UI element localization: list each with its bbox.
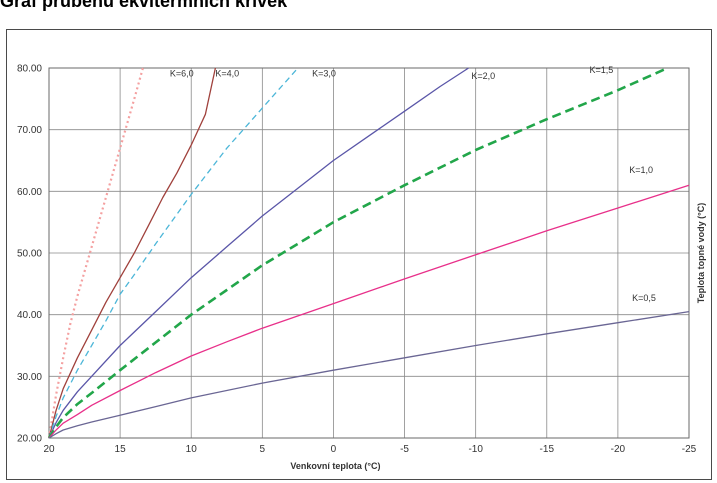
x-tick-label: 10 — [186, 444, 198, 455]
y-tick-label: 30.00 — [17, 372, 42, 383]
x-tick-label: -10 — [468, 444, 483, 455]
series-group — [47, 66, 690, 439]
series-line — [47, 67, 144, 439]
x-tick-label: 5 — [260, 444, 266, 455]
series-label: K=0,5 — [632, 293, 656, 303]
y-tick-label: 50.00 — [17, 249, 42, 260]
series-line — [48, 184, 690, 439]
y-tick-label: 20.00 — [17, 434, 42, 445]
series-label: K=1,0 — [629, 165, 653, 175]
x-tick-label: 15 — [115, 444, 127, 455]
x-tick-labels: 20 15 10 5 0 -5 -10 -15 -20 -25 — [43, 444, 696, 455]
x-tick-label: -15 — [540, 444, 555, 455]
y-tick-labels: 20.00 30.00 40.00 50.00 60.00 70.00 80.00 — [17, 64, 42, 445]
y-axis-title: Teplota topné vody (°C) — [696, 203, 706, 303]
x-tick-label: -20 — [611, 444, 626, 455]
series-label: K=1,5 — [589, 65, 613, 75]
series-line — [48, 67, 299, 439]
series-line — [48, 67, 469, 439]
plot-border — [48, 67, 690, 439]
series-line — [47, 66, 669, 439]
y-tick-label: 40.00 — [17, 310, 42, 321]
x-tick-label: -25 — [682, 444, 697, 455]
series-line — [48, 67, 217, 439]
y-tick-label: 80.00 — [17, 64, 42, 75]
series-line — [48, 310, 690, 439]
page-title: Graf průběhu ekvitermních křivek — [0, 0, 288, 11]
series-labels: K=6,0 K=4,0 K=3,0 K=2,0 K=1,5 K=1,0 K=0,5 — [170, 65, 656, 303]
series-label: K=4,0 — [215, 69, 239, 79]
series-label: K=6,0 — [170, 69, 194, 79]
x-axis-title: Venkovní teplota (°C) — [290, 461, 380, 471]
x-tick-label: 0 — [331, 444, 337, 455]
x-tick-label: -5 — [400, 444, 409, 455]
x-tick-label: 20 — [43, 444, 55, 455]
series-label: K=2,0 — [471, 71, 495, 81]
y-tick-label: 60.00 — [17, 187, 42, 198]
y-tick-label: 70.00 — [17, 125, 42, 136]
series-label: K=3,0 — [312, 69, 336, 79]
